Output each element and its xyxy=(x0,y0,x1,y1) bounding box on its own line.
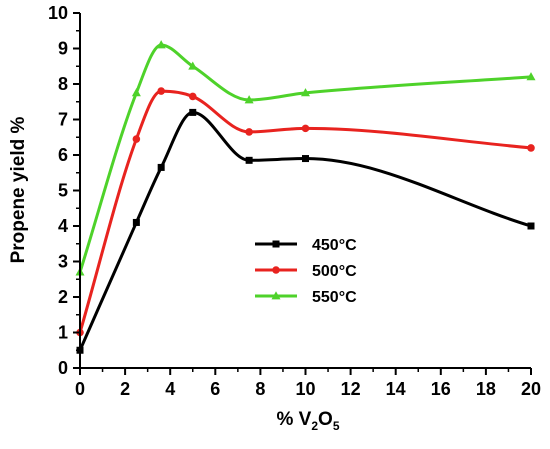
x-tick-label: 4 xyxy=(165,379,175,399)
legend-label: 500°C xyxy=(312,263,357,280)
x-tick-label: 16 xyxy=(431,379,451,399)
series-2 xyxy=(75,40,536,276)
data-point xyxy=(244,95,254,104)
y-axis-title: Propene yield % xyxy=(8,117,29,264)
legend-marker xyxy=(271,291,281,300)
data-point xyxy=(157,87,165,95)
legend-marker xyxy=(272,266,280,274)
legend-marker xyxy=(272,240,280,248)
data-point xyxy=(527,222,535,230)
legend-label: 450°C xyxy=(312,237,357,254)
x-tick-label: 6 xyxy=(210,379,220,399)
x-tick-label: 0 xyxy=(75,379,85,399)
data-point xyxy=(245,128,253,136)
data-point xyxy=(301,88,310,97)
data-point xyxy=(302,155,309,163)
y-tick-label: 1 xyxy=(58,323,68,343)
x-tick-label: 10 xyxy=(295,379,315,399)
series-layer xyxy=(75,40,536,354)
data-point xyxy=(188,92,197,101)
y-tick-label: 9 xyxy=(58,39,68,59)
x-axis-title: % V2O5 xyxy=(276,409,339,433)
y-tick-label: 0 xyxy=(58,358,68,378)
x-tick-label: 14 xyxy=(386,379,406,399)
data-point xyxy=(156,40,166,49)
legend-item: 450°C xyxy=(255,237,357,254)
data-point xyxy=(132,218,140,226)
x-axis-title-subscript-5: 5 xyxy=(333,419,340,433)
series-line xyxy=(78,110,533,352)
y-tick-label: 6 xyxy=(58,145,68,165)
data-point xyxy=(189,108,197,116)
data-point xyxy=(132,135,141,143)
x-tick-label: 12 xyxy=(341,379,361,399)
y-tick-label: 5 xyxy=(58,181,68,201)
y-tick-label: 10 xyxy=(48,3,68,23)
x-tick-label: 2 xyxy=(120,379,130,399)
data-point xyxy=(131,88,141,97)
legend-label: 550°C xyxy=(312,289,357,306)
data-point xyxy=(526,72,536,81)
y-tick-label: 3 xyxy=(58,252,68,272)
legend: 450°C 500°C 550°C xyxy=(255,237,357,306)
x-axis-title-subscript-2: 2 xyxy=(311,419,318,433)
y-tick-label: 2 xyxy=(58,287,68,307)
x-axis-title-prefix: % V xyxy=(276,409,311,430)
legend-item: 550°C xyxy=(255,289,357,306)
data-point xyxy=(245,156,253,164)
data-point xyxy=(301,124,310,133)
y-tick-label: 7 xyxy=(58,110,68,130)
x-axis-title-o: O xyxy=(318,409,333,430)
legend-item: 500°C xyxy=(255,263,357,280)
series-0 xyxy=(76,108,535,354)
x-tick-label: 8 xyxy=(255,379,265,399)
y-tick-label: 4 xyxy=(58,216,68,236)
x-tick-label: 18 xyxy=(476,379,496,399)
data-point xyxy=(527,144,535,152)
data-point xyxy=(188,61,198,70)
data-point xyxy=(157,163,165,171)
y-tick-label: 8 xyxy=(58,74,68,94)
series-1 xyxy=(76,87,535,337)
x-tick-label: 20 xyxy=(521,379,541,399)
